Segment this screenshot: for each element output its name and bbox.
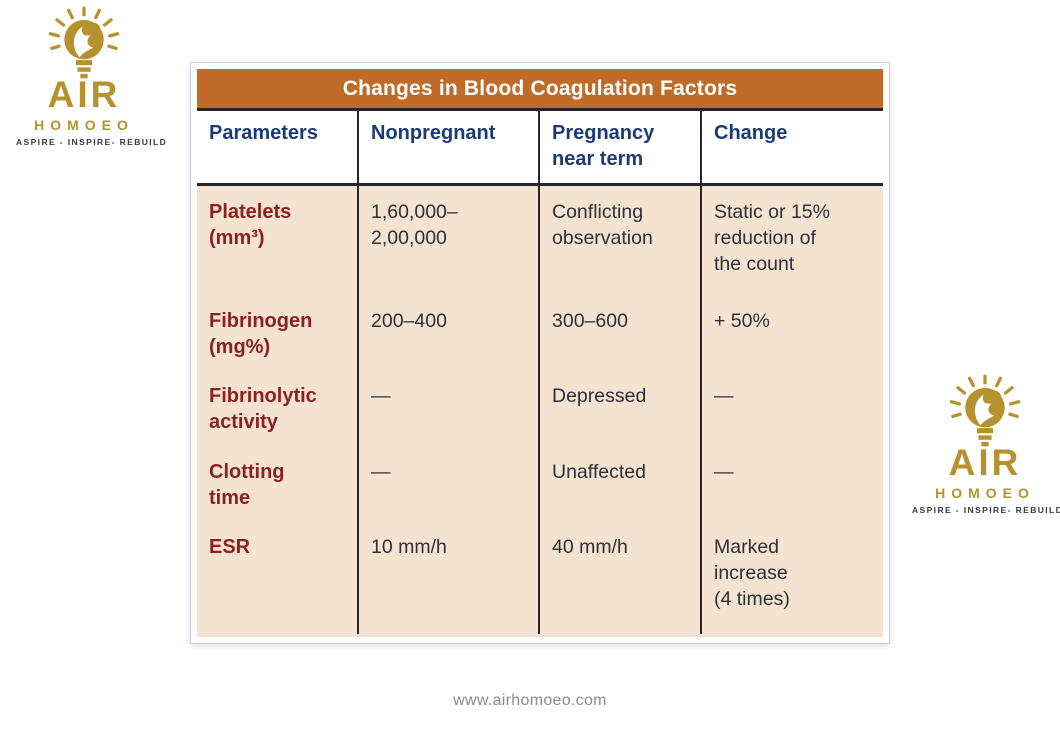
cell-parameter: Clotting time (209, 461, 285, 509)
brand-tagline: ASPIRE - INSPIRE- REBUILD (16, 137, 168, 147)
table-title-bar: Changes in Blood Coagulation Factors (197, 69, 883, 111)
lightbulb-hand-icon (48, 6, 120, 79)
table-body: Platelets (mm³) 1,60,000– 2,00,000 Confl… (197, 186, 883, 637)
brand-tagline: ASPIRE - INSPIRE- REBUILD (912, 505, 1060, 515)
cell-parameter: Platelets (mm³) (209, 201, 292, 249)
website-url: www.airhomoeo.com (453, 692, 607, 709)
airhomoeo-logo-top-left: AIR HOMOEO ASPIRE - INSPIRE- REBUILD (16, 6, 168, 147)
cell-nonpregnant: — (357, 383, 538, 459)
lightbulb-hand-icon (949, 374, 1021, 447)
column-header-pregnancy-near-term: Pregnancy near term (538, 111, 700, 183)
brand-name: AIR (948, 442, 1022, 483)
cell-change: Marked increase (4 times) (700, 534, 883, 634)
cell-nonpregnant: — (357, 459, 538, 534)
airhomoeo-logo-right: AIR HOMOEO ASPIRE - INSPIRE- REBUILD (912, 374, 1060, 515)
cell-change: + 50% (700, 308, 883, 383)
cell-parameter: Fibrinogen (mg%) (209, 310, 313, 358)
brand-name: AIR (47, 74, 121, 115)
table-title: Changes in Blood Coagulation Factors (342, 76, 738, 100)
cell-pregnancy-near-term: 40 mm/h (538, 534, 700, 634)
table-header-row: Parameters Nonpregnant Pregnancy near te… (197, 111, 883, 186)
column-header-nonpregnant: Nonpregnant (357, 111, 538, 183)
column-header-change: Change (700, 111, 883, 183)
cell-nonpregnant: 200–400 (357, 308, 538, 383)
cell-change: — (700, 459, 883, 534)
brand-subtitle: HOMOEO (34, 117, 134, 133)
cell-change: Static or 15% reduction of the count (700, 186, 883, 308)
blood-coagulation-table: Changes in Blood Coagulation Factors Par… (190, 62, 890, 644)
cell-nonpregnant: 10 mm/h (357, 534, 538, 634)
cell-change: — (700, 383, 883, 459)
column-header-parameters: Parameters (209, 122, 318, 144)
cell-pregnancy-near-term: 300–600 (538, 308, 700, 383)
cell-pregnancy-near-term: Conflicting observation (538, 186, 700, 308)
cell-nonpregnant: 1,60,000– 2,00,000 (357, 186, 538, 308)
cell-pregnancy-near-term: Unaffected (538, 459, 700, 534)
cell-pregnancy-near-term: Depressed (538, 383, 700, 459)
cell-parameter: ESR (209, 536, 251, 558)
cell-parameter: Fibrinolytic activity (209, 385, 317, 433)
brand-subtitle: HOMOEO (935, 485, 1035, 501)
